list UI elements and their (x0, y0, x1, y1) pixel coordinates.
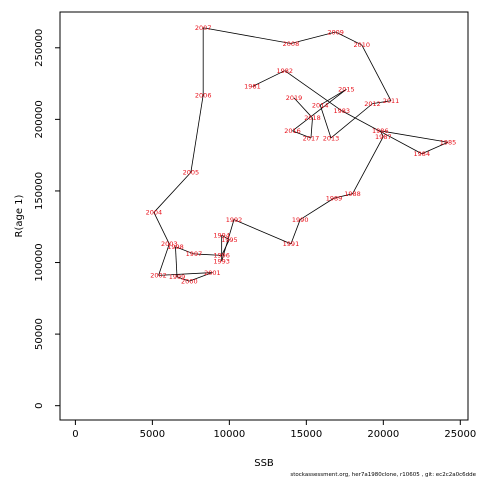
point-label-2012: 2012 (364, 100, 381, 108)
y-tick-label: 150000 (34, 172, 45, 210)
point-label-2002: 2002 (150, 272, 167, 280)
point-label-2005: 2005 (183, 169, 200, 177)
series-segment-1996-1997 (193, 253, 222, 256)
point-label-2014: 2014 (312, 101, 329, 109)
point-label-1998: 1998 (167, 243, 184, 251)
point-label-2001: 2001 (204, 269, 221, 277)
y-tick-label: 50000 (34, 318, 45, 350)
x-tick-label: 5000 (140, 429, 165, 440)
point-label-1989: 1989 (326, 194, 343, 202)
point-label-2007: 2007 (195, 24, 212, 32)
point-label-1996: 1996 (213, 252, 230, 260)
series-segment-1991-1992 (233, 219, 292, 245)
series-segment-1992-1993 (221, 219, 235, 262)
series-segment-2003-2004 (153, 212, 170, 245)
point-label-2004: 2004 (146, 209, 163, 217)
point-label-2003: 2003 (161, 240, 178, 248)
point-label-1988: 1988 (344, 190, 361, 198)
point-label-2016: 2016 (284, 127, 301, 135)
point-label-2010: 2010 (353, 41, 370, 49)
series-segment-2008-2009 (290, 31, 336, 44)
series-segment-2001-2002 (158, 272, 213, 276)
series-segment-2015-2016 (292, 88, 347, 132)
y-tick-label: 100000 (34, 243, 45, 281)
y-tick-label: 0 (34, 402, 45, 408)
point-label-1997: 1997 (186, 250, 203, 258)
series-segment-2014-2015 (319, 88, 347, 106)
x-tick-label: 20000 (367, 429, 399, 440)
series-segment-1995-1996 (221, 239, 230, 256)
plot-frame (59, 11, 469, 421)
series-segment-2011-2012 (372, 100, 392, 105)
point-labels: 1981198219831984198519861987198819891990… (146, 24, 457, 285)
x-tick-label: 25000 (444, 429, 476, 440)
point-label-2009: 2009 (327, 28, 344, 36)
point-label-1987: 1987 (375, 133, 392, 141)
series-segment-1984-1985 (421, 141, 449, 155)
series-segment-2007-2008 (203, 27, 292, 44)
point-label-2006: 2006 (195, 91, 212, 99)
series-segment-2010-2011 (361, 44, 392, 101)
point-label-1985: 1985 (440, 139, 457, 147)
series-segment-2017-2018 (310, 117, 313, 139)
series-segment-1985-1986 (380, 130, 449, 143)
point-label-2000: 2000 (181, 277, 198, 285)
point-label-2011: 2011 (383, 97, 400, 105)
point-label-1990: 1990 (292, 216, 309, 224)
point-label-2013: 2013 (323, 134, 340, 142)
series-segment-1988-1989 (333, 193, 353, 199)
series-segment-2013-2014 (319, 104, 332, 139)
series-path (153, 27, 449, 282)
series-segment-1987-1988 (352, 136, 384, 194)
series-segment-2000-2001 (189, 272, 213, 282)
x-tick-label: 10000 (213, 429, 245, 440)
series-segment-1990-1991 (290, 219, 301, 245)
series-segment-1998-1999 (175, 246, 178, 277)
x-axis: 0 5000 10000 15000 20000 25000 (72, 420, 476, 440)
point-label-1981: 1981 (244, 83, 261, 91)
series-segment-1999-2000 (176, 276, 190, 282)
series-segment-1997-1998 (175, 246, 195, 255)
series-segment-1994-1995 (221, 234, 230, 240)
x-tick-label: 0 (72, 429, 78, 440)
series-segment-1986-1987 (379, 130, 384, 137)
series-segment-2016-2017 (292, 130, 312, 139)
point-label-1984: 1984 (414, 150, 431, 158)
y-axis: 0 50000 100000 150000 200000 250000 (34, 29, 60, 409)
y-axis-label: R(age 1) (14, 194, 25, 237)
point-label-2008: 2008 (283, 40, 300, 48)
series-segment-1982-1983 (284, 70, 342, 112)
point-label-2015: 2015 (338, 86, 355, 94)
point-label-1999: 1999 (169, 273, 186, 281)
x-tick-label: 15000 (290, 429, 322, 440)
point-label-1994: 1994 (213, 232, 230, 240)
point-label-1991: 1991 (283, 240, 300, 248)
point-label-2019: 2019 (286, 94, 303, 102)
series-segment-1989-1990 (299, 197, 335, 220)
x-axis-label: SSB (254, 458, 274, 469)
point-label-1995: 1995 (221, 236, 238, 244)
series-segment-2002-2003 (158, 243, 170, 276)
series-segment-2018-2019 (293, 97, 313, 119)
point-label-1992: 1992 (226, 216, 243, 224)
series-segment-2012-2013 (330, 103, 373, 139)
point-label-1983: 1983 (333, 107, 350, 115)
series-segment-1981-1982 (252, 70, 285, 87)
point-label-2018: 2018 (304, 114, 321, 122)
point-label-1993: 1993 (213, 257, 230, 265)
series-segment-2005-2006 (190, 94, 204, 173)
y-tick-label: 200000 (34, 100, 45, 138)
footer-credit: stockassessment.org, her7a1980clone, r10… (290, 472, 476, 478)
point-label-1982: 1982 (277, 67, 294, 75)
series-segment-2009-2010 (335, 31, 362, 46)
point-label-2017: 2017 (303, 134, 320, 142)
series-segment-2004-2005 (153, 172, 192, 213)
point-label-1986: 1986 (372, 127, 389, 135)
y-tick-label: 250000 (34, 29, 45, 67)
